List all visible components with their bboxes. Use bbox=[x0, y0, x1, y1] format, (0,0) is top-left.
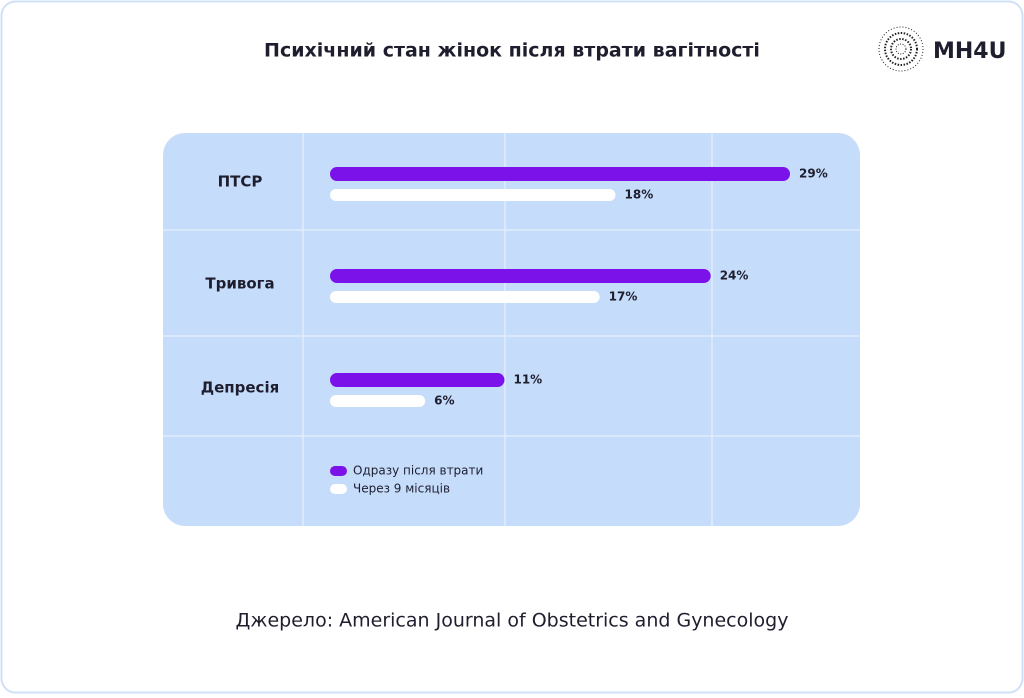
chart-title: Психічний стан жінок після втрати вагітн… bbox=[264, 40, 760, 62]
value-label: 18% bbox=[625, 188, 654, 202]
value-label: 6% bbox=[434, 394, 454, 408]
bar bbox=[330, 291, 600, 303]
bar bbox=[330, 189, 616, 201]
value-label: 24% bbox=[720, 269, 749, 283]
panel-lines bbox=[163, 133, 860, 526]
bar bbox=[330, 373, 505, 387]
chart-panel bbox=[163, 133, 860, 526]
source: Джерело: American Journal of Obstetrics … bbox=[236, 610, 789, 632]
value-label: 29% bbox=[799, 167, 828, 181]
value-label: 11% bbox=[513, 373, 542, 387]
bar bbox=[330, 269, 711, 283]
bar bbox=[330, 395, 426, 407]
category-label: Тривога bbox=[205, 275, 274, 293]
legend-label: Через 9 місяців bbox=[353, 482, 450, 496]
bar bbox=[330, 167, 790, 181]
legend-swatch bbox=[330, 484, 347, 494]
logo-text: MH4U bbox=[933, 39, 1006, 64]
category-label: Депресія bbox=[201, 379, 279, 397]
value-label: 17% bbox=[609, 290, 638, 304]
logo-mark bbox=[878, 26, 924, 72]
legend-label: Одразу після втрати bbox=[353, 464, 483, 478]
legend-swatch bbox=[330, 466, 347, 476]
category-label: ПТСР bbox=[218, 173, 263, 191]
